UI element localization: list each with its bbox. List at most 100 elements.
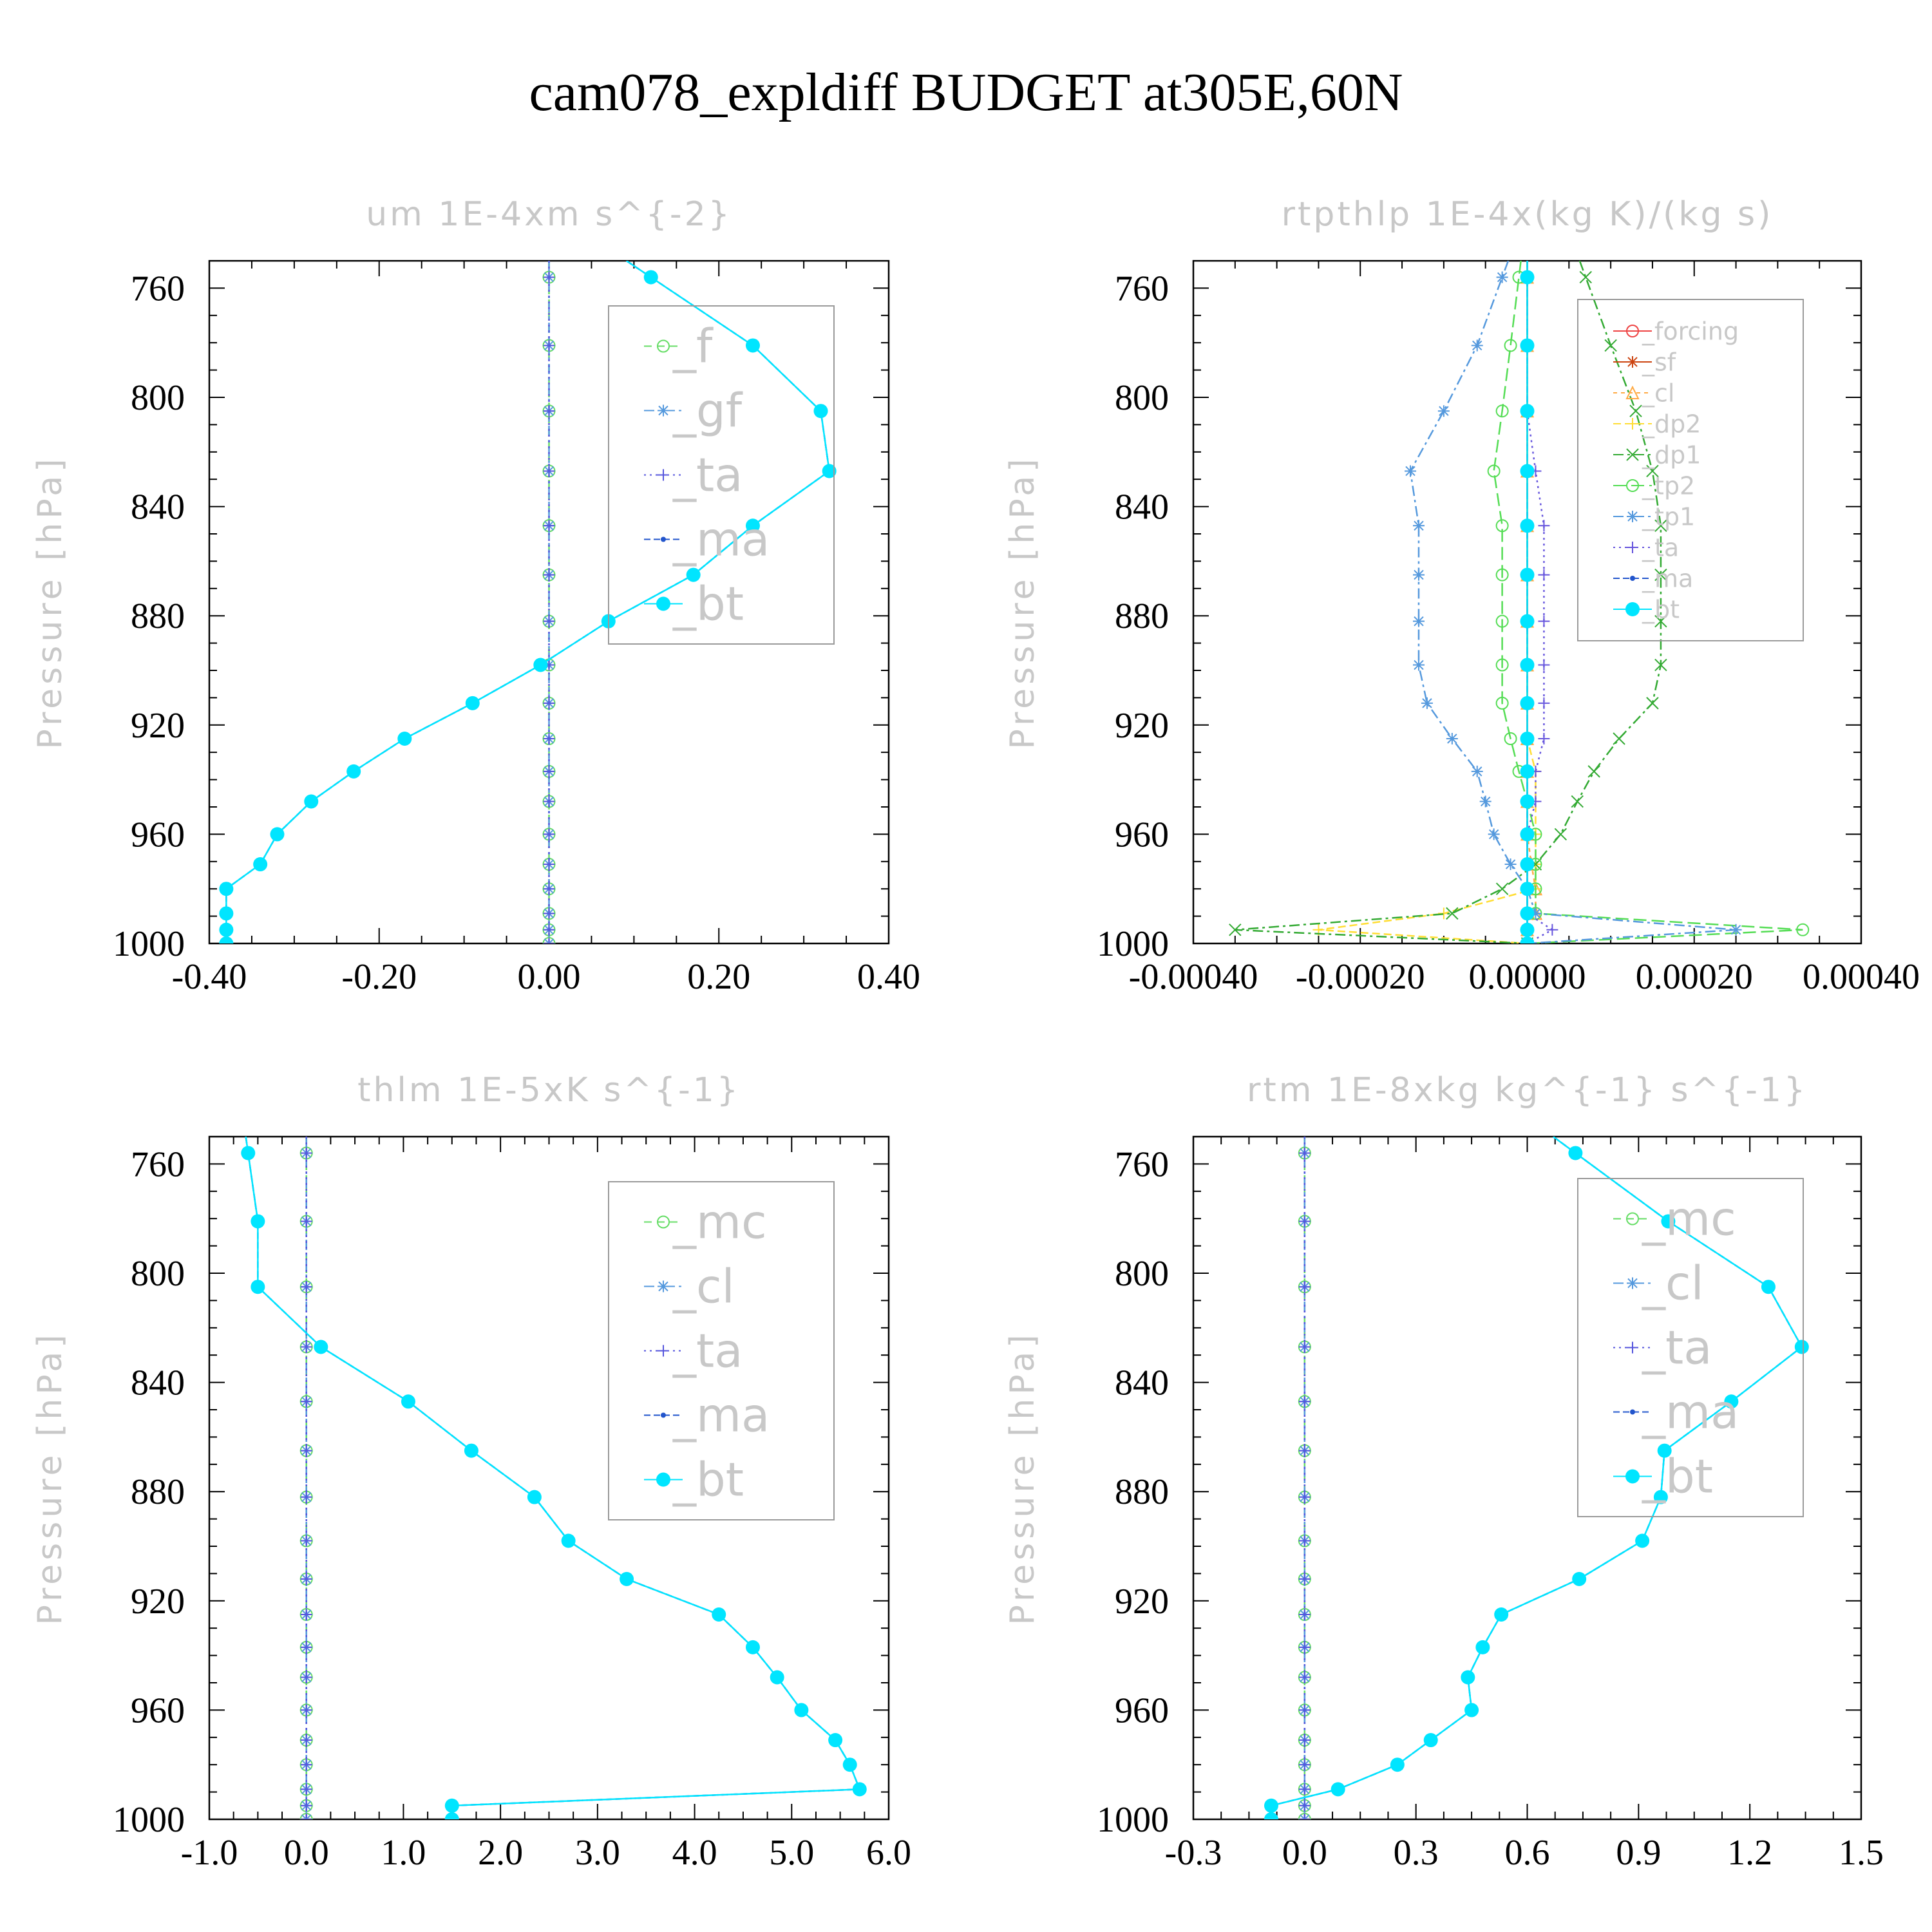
data-point: [251, 1280, 265, 1294]
data-point: [1298, 1147, 1311, 1159]
legend-label: _cl: [1642, 1256, 1704, 1311]
legend-item-ma: _ma: [1613, 564, 1693, 592]
data-point: [1487, 464, 1501, 478]
data-point: [543, 883, 555, 895]
data-point: [1520, 857, 1535, 872]
x-tick-label: 3.0: [575, 1833, 620, 1873]
data-point: [1495, 404, 1509, 418]
data-point: [1568, 1146, 1583, 1160]
panel-title: um 1E-4xm s^{-2}: [366, 195, 732, 234]
legend: _f _gf _ta _ma _bt: [608, 305, 835, 645]
legend-item-bt: _bt: [644, 1453, 744, 1507]
data-point: [828, 1733, 843, 1748]
y-tick-label: 880: [1115, 1472, 1169, 1512]
data-point: [1796, 923, 1810, 936]
y-tick-label: 800: [131, 378, 185, 418]
data-point: [543, 907, 555, 920]
data-point: [300, 1641, 312, 1653]
y-tick-label: 840: [131, 1363, 185, 1403]
legend-marker: [1625, 385, 1640, 399]
data-point: [1654, 568, 1667, 582]
data-point: [543, 569, 555, 581]
data-point: [300, 1671, 312, 1683]
legend-item-bt: _bt: [1613, 595, 1680, 623]
series-bt: [1520, 261, 1535, 943]
data-point: [1520, 270, 1535, 285]
data-point: [1446, 907, 1459, 920]
data-point: [1471, 339, 1483, 352]
series-ta: [300, 1137, 312, 1819]
data-point: [1520, 936, 1535, 943]
data-point: [300, 1396, 312, 1408]
legend: _mc _cl _ta _ma _bt: [608, 1181, 835, 1520]
legend-marker: [1627, 1341, 1638, 1354]
series-cl: [1520, 261, 1543, 943]
legend-marker: [658, 469, 669, 481]
data-point: [1646, 464, 1659, 478]
data-point: [300, 1491, 312, 1503]
y-tick-label: 800: [1115, 1254, 1169, 1294]
panel-title: rtm 1E-8xkg kg^{-1} s^{-1}: [1247, 1071, 1808, 1110]
x-tick-label: 0.00040: [1803, 957, 1920, 997]
data-point: [543, 858, 555, 871]
y-axis-label: Pressure [hPa]: [31, 455, 70, 750]
legend-marker: [658, 1345, 669, 1357]
data-point: [241, 1146, 256, 1160]
x-tick-label: 1.5: [1839, 1833, 1884, 1873]
data-point: [1298, 1535, 1311, 1547]
legend-label: _forcing: [1642, 317, 1739, 345]
legend-label: _dp2: [1642, 410, 1701, 438]
y-tick-label: 840: [131, 488, 185, 527]
legend-label: _gf: [672, 384, 743, 438]
legend-item-bt: _bt: [1613, 1450, 1713, 1504]
y-tick-label: 880: [1115, 596, 1169, 636]
legend-label: _bt: [1642, 1450, 1713, 1504]
x-tick-label: -0.00020: [1296, 957, 1425, 997]
data-point: [1390, 1757, 1405, 1772]
legend-marker: [656, 596, 670, 611]
series-ta: [543, 261, 555, 943]
data-point: [543, 733, 555, 744]
legend-marker: [1625, 1469, 1640, 1484]
data-point: [1587, 765, 1600, 778]
legend-box: [1577, 299, 1804, 641]
data-point: [1538, 569, 1550, 581]
data-point: [314, 1340, 328, 1354]
series-gf: [543, 261, 555, 943]
legend-label: _mc: [1642, 1192, 1736, 1246]
x-tick-label: 0.40: [857, 957, 920, 997]
data-point: [1412, 520, 1425, 532]
data-point: [1298, 1341, 1311, 1353]
data-point: [543, 271, 555, 283]
data-point: [1412, 569, 1425, 581]
data-point: [1520, 567, 1535, 582]
data-point: [543, 465, 555, 477]
data-point: [219, 936, 234, 943]
data-point: [1654, 519, 1667, 532]
series-cl: [300, 1137, 312, 1819]
legend-marker: [661, 1412, 666, 1418]
data-point: [1635, 1533, 1650, 1548]
data-point: [1264, 1798, 1278, 1813]
panel-rtm: 760 800 840 880 920 960 1000-0.3 0.0 0.3 0.6 0.9 1.…: [1003, 1071, 1884, 1873]
data-point: [1546, 923, 1558, 936]
data-point: [1579, 270, 1592, 284]
y-axis-label: Pressure [hPa]: [1003, 455, 1042, 750]
data-point: [1730, 923, 1742, 936]
data-point: [219, 922, 234, 937]
y-axis-label: Pressure [hPa]: [31, 1331, 70, 1625]
series-tp1: [1405, 261, 1742, 943]
data-point: [1520, 518, 1535, 533]
data-point: [1298, 1396, 1311, 1408]
data-point: [1298, 1799, 1311, 1812]
legend-item-sf: _sf: [1613, 348, 1677, 376]
data-point: [1298, 1281, 1311, 1293]
x-tick-label: -0.3: [1165, 1833, 1222, 1873]
legend: _mc _cl _ta _ma _bt: [1577, 1178, 1804, 1517]
y-tick-label: 840: [1115, 488, 1169, 527]
data-point: [1437, 405, 1450, 417]
data-point: [1475, 1640, 1490, 1654]
legend-marker: [656, 1472, 670, 1487]
data-point: [533, 658, 548, 672]
data-point: [822, 464, 837, 478]
